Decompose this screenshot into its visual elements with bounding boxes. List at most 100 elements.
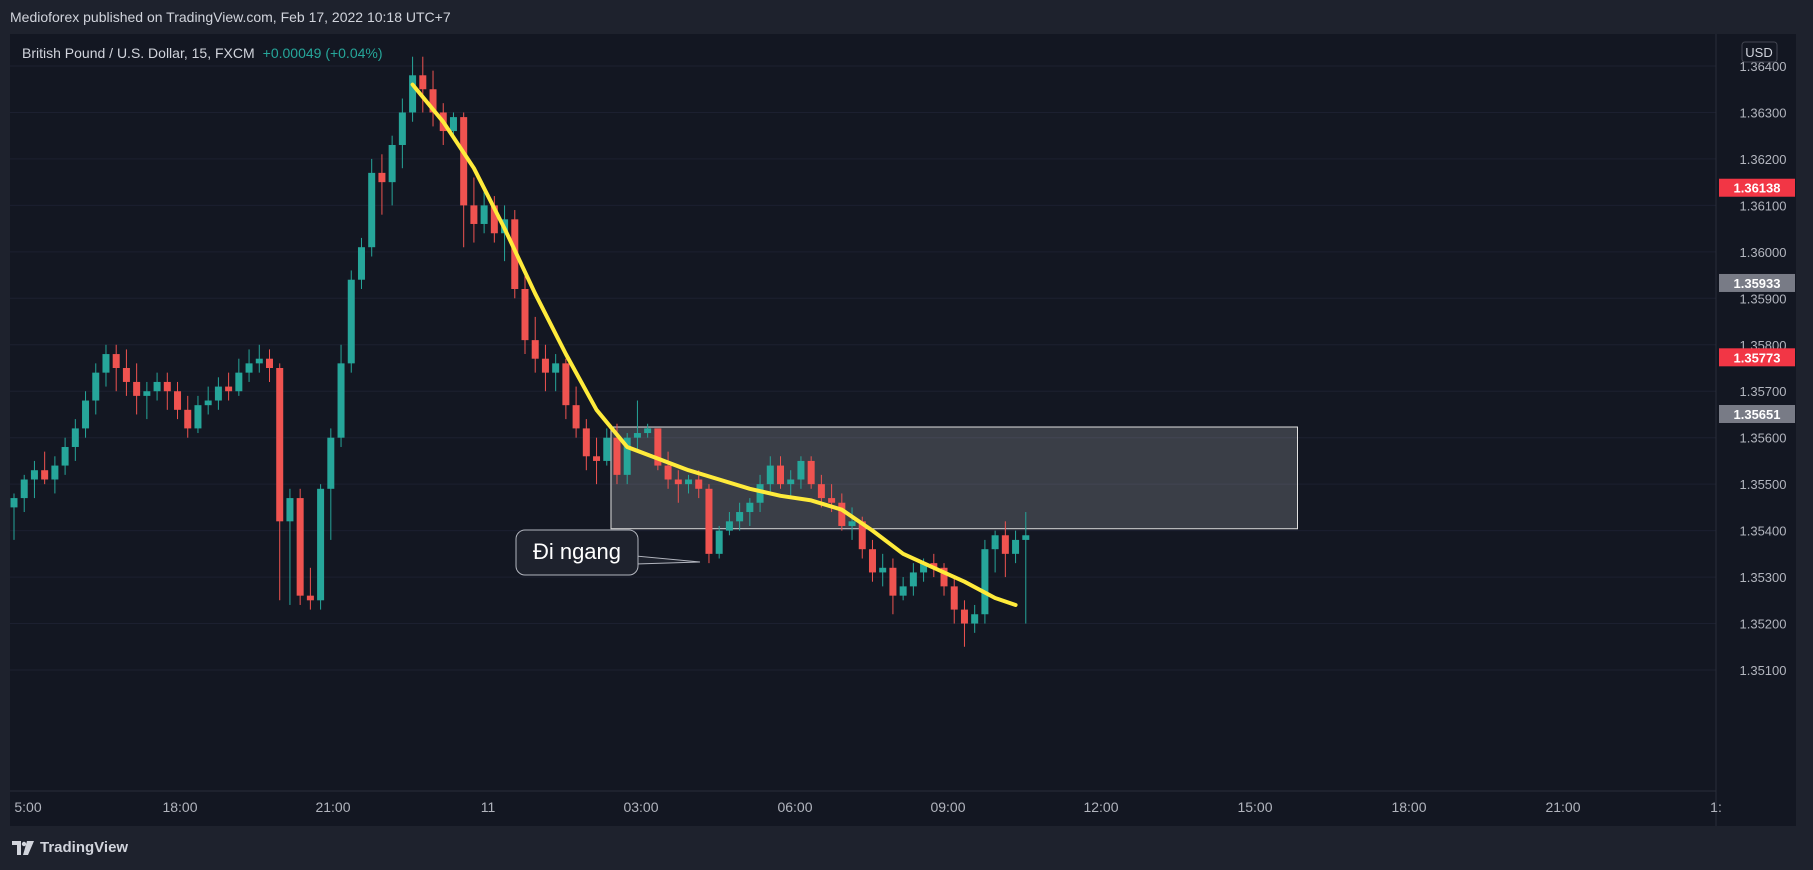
publish-bar: Medioforex published on TradingView.com,… <box>0 0 1813 34</box>
price-labels: 1.36138 1.35933 1.35773 1.35651 <box>1719 178 1795 423</box>
currency-label: USD <box>1745 45 1772 60</box>
candle-body <box>920 563 928 573</box>
candle-body <box>398 112 406 145</box>
candle-body <box>286 498 294 522</box>
candle-body <box>685 479 693 485</box>
candle-body <box>889 567 897 596</box>
price-tick-label: 1.36100 <box>1740 198 1787 213</box>
candle-body <box>388 144 396 183</box>
candle-body <box>296 498 304 596</box>
candle-body <box>255 358 263 364</box>
candle-body <box>460 117 468 206</box>
candle-body <box>20 479 28 499</box>
candle-body <box>674 479 682 485</box>
brand[interactable]: TradingView <box>12 839 128 856</box>
price-tick-label: 1.36300 <box>1740 105 1787 120</box>
tradingview-logo-icon <box>12 840 34 855</box>
candle-body <box>337 363 345 438</box>
candle-body <box>562 363 570 406</box>
price-tick-label: 1.36400 <box>1740 59 1787 74</box>
candle-body <box>204 400 212 406</box>
currency-button[interactable]: USD <box>1741 41 1778 63</box>
candle-body <box>848 521 856 526</box>
annotation-callout[interactable]: Đi ngang <box>515 529 701 576</box>
price-tick-label: 1.35600 <box>1740 431 1787 446</box>
candle-body <box>613 437 621 475</box>
candle-body <box>347 279 355 364</box>
candle-body <box>879 567 887 573</box>
candle-body <box>276 368 284 522</box>
candle-body <box>838 502 846 526</box>
candle-body <box>184 409 192 429</box>
chart-background <box>10 34 1796 826</box>
candle-body <box>112 354 120 368</box>
candle-body <box>306 595 314 601</box>
candle-body <box>153 381 161 392</box>
candle-body <box>531 340 539 359</box>
time-tick-label: 09:00 <box>930 799 965 815</box>
candle-body <box>572 405 580 429</box>
candle-body <box>623 437 631 475</box>
candle-body <box>82 400 90 429</box>
candle-body <box>971 614 979 624</box>
candle-body <box>705 488 713 554</box>
candle-body <box>756 484 764 503</box>
candle-body <box>777 465 784 485</box>
candle-body <box>419 75 427 90</box>
price-tick-label: 1.35400 <box>1740 524 1787 539</box>
candle-body <box>470 205 478 224</box>
candle-body <box>828 498 836 503</box>
price-tick-label: 1.35900 <box>1740 291 1787 306</box>
candle-body <box>194 405 202 429</box>
symbol-title: British Pound / U.S. Dollar, 15, FXCM +0.… <box>22 45 383 61</box>
range-box[interactable] <box>610 426 1298 530</box>
candle-body <box>541 358 549 373</box>
candle-body <box>266 358 273 368</box>
time-tick-label: 18:00 <box>1391 799 1426 815</box>
time-tick-label: 21:00 <box>315 799 350 815</box>
candle-body <box>766 465 774 485</box>
symbol-change: +0.00049 (+0.04%) <box>263 45 383 61</box>
candle-body <box>449 117 457 132</box>
candle-body <box>797 460 805 480</box>
candle-body <box>725 521 733 531</box>
candles <box>10 56 1030 647</box>
candle-body <box>695 479 703 489</box>
time-tick-label: 03:00 <box>623 799 658 815</box>
candle-body <box>521 289 529 341</box>
candle-body <box>664 465 672 480</box>
candle-body <box>357 247 365 280</box>
price-tick-label: 1.35100 <box>1740 663 1787 678</box>
callout-box <box>515 529 639 576</box>
candle-body <box>225 386 233 392</box>
candle-body <box>480 205 488 224</box>
candle-body <box>368 172 376 248</box>
time-tick-label: 1: <box>1710 799 1722 815</box>
candlestick-chart[interactable]: Đi ngang 1.364001.363001.362001.361001.3… <box>0 34 1813 826</box>
price-label: 1.36138 <box>1734 181 1781 196</box>
price-label: 1.35773 <box>1734 350 1781 365</box>
candle-body <box>644 428 652 434</box>
price-label: 1.35933 <box>1734 276 1781 291</box>
price-tick-label: 1.35500 <box>1740 477 1787 492</box>
candle-body <box>41 470 49 480</box>
candle-body <box>490 205 498 234</box>
candle-body <box>899 586 907 596</box>
time-axis[interactable]: 5:00 18:00 21:00 11 03:00 06:00 09:00 12:00 15:0… <box>14 799 1721 815</box>
time-tick-label: 21:00 <box>1545 799 1580 815</box>
candle-body <box>909 572 917 587</box>
time-tick-label: 5:00 <box>14 799 41 815</box>
candle-body <box>122 368 130 382</box>
candle-body <box>633 433 641 438</box>
moving-average-line <box>410 82 1018 607</box>
annotation-text: Đi ngang <box>533 539 621 564</box>
chart-frame[interactable]: Đi ngang 1.36400 1.36300 1.36200 1.36100 1.3… <box>0 34 1813 826</box>
time-tick-label: 12:00 <box>1083 799 1118 815</box>
bottom-bar: TradingView <box>0 826 1813 870</box>
candle-body <box>746 502 754 513</box>
candle-body <box>960 609 968 624</box>
candle-body <box>981 549 989 615</box>
candle-body <box>92 372 100 401</box>
candle-body <box>603 437 611 461</box>
candle-body <box>10 498 18 508</box>
